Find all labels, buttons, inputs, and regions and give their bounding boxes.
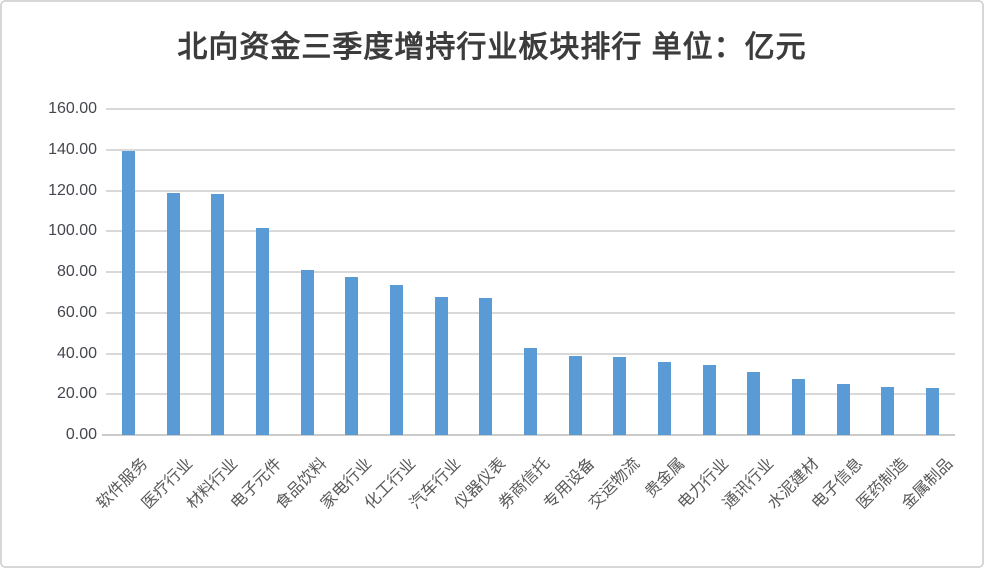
bar bbox=[613, 356, 627, 435]
bar bbox=[658, 361, 672, 435]
gridline bbox=[106, 108, 955, 110]
y-axis-tick-label: 20.00 bbox=[56, 385, 97, 403]
y-axis-tick-label: 100.00 bbox=[48, 222, 97, 240]
y-axis-tick-label: 140.00 bbox=[48, 140, 97, 158]
plot-area bbox=[102, 108, 955, 436]
gridline bbox=[106, 148, 955, 151]
gridline bbox=[106, 311, 955, 314]
bar bbox=[792, 379, 806, 435]
y-axis-tick-label: 120.00 bbox=[48, 181, 97, 199]
bar bbox=[345, 276, 359, 435]
bar bbox=[568, 355, 582, 435]
bar bbox=[389, 284, 403, 435]
bar bbox=[300, 270, 314, 435]
x-axis-line bbox=[102, 434, 955, 436]
gridline bbox=[106, 230, 955, 233]
y-axis-tick-label: 40.00 bbox=[56, 344, 97, 362]
bar bbox=[881, 386, 895, 435]
bar bbox=[255, 227, 269, 435]
bar bbox=[836, 384, 850, 435]
y-axis-tick-label: 60.00 bbox=[56, 303, 97, 321]
y-axis-tick-label: 0.00 bbox=[65, 426, 97, 443]
bar bbox=[524, 347, 537, 435]
bar bbox=[121, 151, 135, 435]
bar bbox=[166, 193, 180, 435]
bar bbox=[434, 296, 448, 435]
bar bbox=[211, 193, 225, 435]
chart-title: 北向资金三季度增持行业板块排行 单位：亿元 bbox=[177, 31, 807, 64]
bar bbox=[702, 364, 716, 435]
y-axis-tick-label: 160.00 bbox=[48, 100, 97, 117]
gridline bbox=[106, 271, 955, 273]
bar bbox=[479, 297, 493, 435]
bar bbox=[747, 371, 761, 435]
y-axis-tick-label: 80.00 bbox=[56, 263, 97, 280]
bar bbox=[926, 388, 940, 435]
gridline bbox=[106, 189, 955, 192]
